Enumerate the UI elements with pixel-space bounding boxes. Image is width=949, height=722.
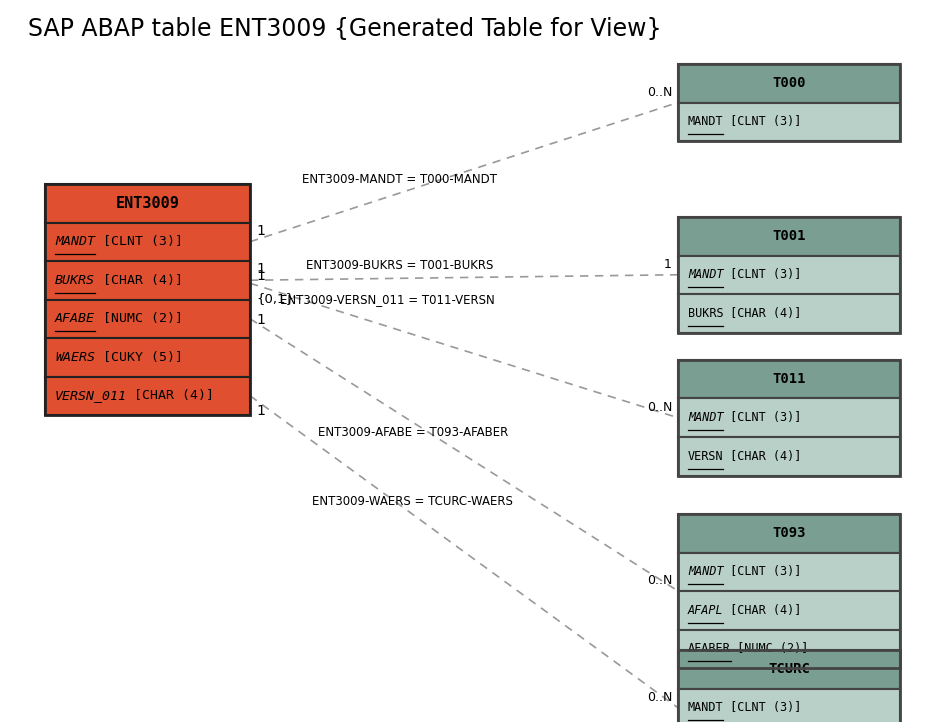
Text: MANDT: MANDT bbox=[688, 565, 724, 578]
FancyBboxPatch shape bbox=[678, 689, 900, 722]
FancyBboxPatch shape bbox=[678, 360, 900, 399]
FancyBboxPatch shape bbox=[678, 552, 900, 591]
Text: [NUMC (2)]: [NUMC (2)] bbox=[731, 643, 809, 656]
Text: [CLNT (3)]: [CLNT (3)] bbox=[723, 701, 802, 714]
Text: [CLNT (3)]: [CLNT (3)] bbox=[723, 412, 802, 425]
Text: MANDT: MANDT bbox=[688, 701, 724, 714]
Text: ENT3009: ENT3009 bbox=[116, 196, 179, 211]
FancyBboxPatch shape bbox=[45, 376, 250, 415]
FancyBboxPatch shape bbox=[678, 217, 900, 256]
Text: TCURC: TCURC bbox=[768, 662, 809, 677]
Text: [CHAR (4)]: [CHAR (4)] bbox=[95, 274, 182, 287]
Text: 1: 1 bbox=[256, 269, 265, 283]
Text: WAERS: WAERS bbox=[55, 351, 95, 364]
FancyBboxPatch shape bbox=[678, 399, 900, 437]
FancyBboxPatch shape bbox=[678, 514, 900, 552]
FancyBboxPatch shape bbox=[678, 630, 900, 668]
Text: {0,1}: {0,1} bbox=[256, 292, 294, 305]
FancyBboxPatch shape bbox=[678, 294, 900, 333]
Text: VERSN_011: VERSN_011 bbox=[55, 389, 127, 402]
Text: MANDT: MANDT bbox=[688, 269, 724, 282]
Text: AFAPL: AFAPL bbox=[688, 604, 724, 617]
FancyBboxPatch shape bbox=[45, 222, 250, 261]
Text: [CHAR (4)]: [CHAR (4)] bbox=[723, 604, 802, 617]
Text: 0..N: 0..N bbox=[646, 401, 672, 414]
Text: MANDT: MANDT bbox=[688, 412, 724, 425]
Text: [CHAR (4)]: [CHAR (4)] bbox=[126, 389, 214, 402]
FancyBboxPatch shape bbox=[678, 437, 900, 476]
Text: T011: T011 bbox=[772, 373, 806, 386]
Text: ENT3009-WAERS = TCURC-WAERS: ENT3009-WAERS = TCURC-WAERS bbox=[312, 495, 513, 508]
FancyBboxPatch shape bbox=[45, 300, 250, 338]
FancyBboxPatch shape bbox=[678, 591, 900, 630]
Text: 1: 1 bbox=[256, 313, 265, 327]
Text: [CUKY (5)]: [CUKY (5)] bbox=[95, 351, 182, 364]
FancyBboxPatch shape bbox=[45, 338, 250, 376]
Text: [CLNT (3)]: [CLNT (3)] bbox=[723, 269, 802, 282]
FancyBboxPatch shape bbox=[678, 650, 900, 689]
Text: [CLNT (3)]: [CLNT (3)] bbox=[95, 235, 182, 248]
Text: VERSN: VERSN bbox=[688, 450, 724, 463]
FancyBboxPatch shape bbox=[678, 103, 900, 141]
Text: 1: 1 bbox=[256, 262, 265, 277]
Text: 0..N: 0..N bbox=[646, 85, 672, 98]
Text: AFABER: AFABER bbox=[688, 643, 731, 656]
FancyBboxPatch shape bbox=[45, 261, 250, 300]
Text: 1: 1 bbox=[256, 224, 265, 238]
Text: AFABE: AFABE bbox=[55, 312, 95, 325]
Text: 1: 1 bbox=[256, 404, 265, 418]
Text: MANDT: MANDT bbox=[688, 116, 724, 129]
Text: [CHAR (4)]: [CHAR (4)] bbox=[723, 307, 802, 320]
Text: ENT3009-AFABE = T093-AFABER: ENT3009-AFABE = T093-AFABER bbox=[318, 426, 508, 439]
FancyBboxPatch shape bbox=[45, 184, 250, 222]
Text: T000: T000 bbox=[772, 77, 806, 90]
Text: ENT3009-BUKRS = T001-BUKRS: ENT3009-BUKRS = T001-BUKRS bbox=[307, 259, 493, 272]
Text: BUKRS: BUKRS bbox=[688, 307, 724, 320]
Text: SAP ABAP table ENT3009 {Generated Table for View}: SAP ABAP table ENT3009 {Generated Table … bbox=[28, 17, 661, 41]
FancyBboxPatch shape bbox=[678, 64, 900, 103]
Text: T093: T093 bbox=[772, 526, 806, 540]
FancyBboxPatch shape bbox=[678, 256, 900, 294]
Text: MANDT: MANDT bbox=[55, 235, 95, 248]
Text: [NUMC (2)]: [NUMC (2)] bbox=[95, 312, 182, 325]
Text: 0..N: 0..N bbox=[646, 691, 672, 704]
Text: T001: T001 bbox=[772, 230, 806, 243]
Text: [CHAR (4)]: [CHAR (4)] bbox=[723, 450, 802, 463]
Text: BUKRS: BUKRS bbox=[55, 274, 95, 287]
Text: ENT3009-VERSN_011 = T011-VERSN: ENT3009-VERSN_011 = T011-VERSN bbox=[280, 293, 494, 306]
Text: 0..N: 0..N bbox=[646, 574, 672, 587]
Text: ENT3009-MANDT = T000-MANDT: ENT3009-MANDT = T000-MANDT bbox=[303, 173, 497, 186]
Text: [CLNT (3)]: [CLNT (3)] bbox=[723, 565, 802, 578]
Text: [CLNT (3)]: [CLNT (3)] bbox=[723, 116, 802, 129]
Text: 1: 1 bbox=[664, 258, 672, 271]
